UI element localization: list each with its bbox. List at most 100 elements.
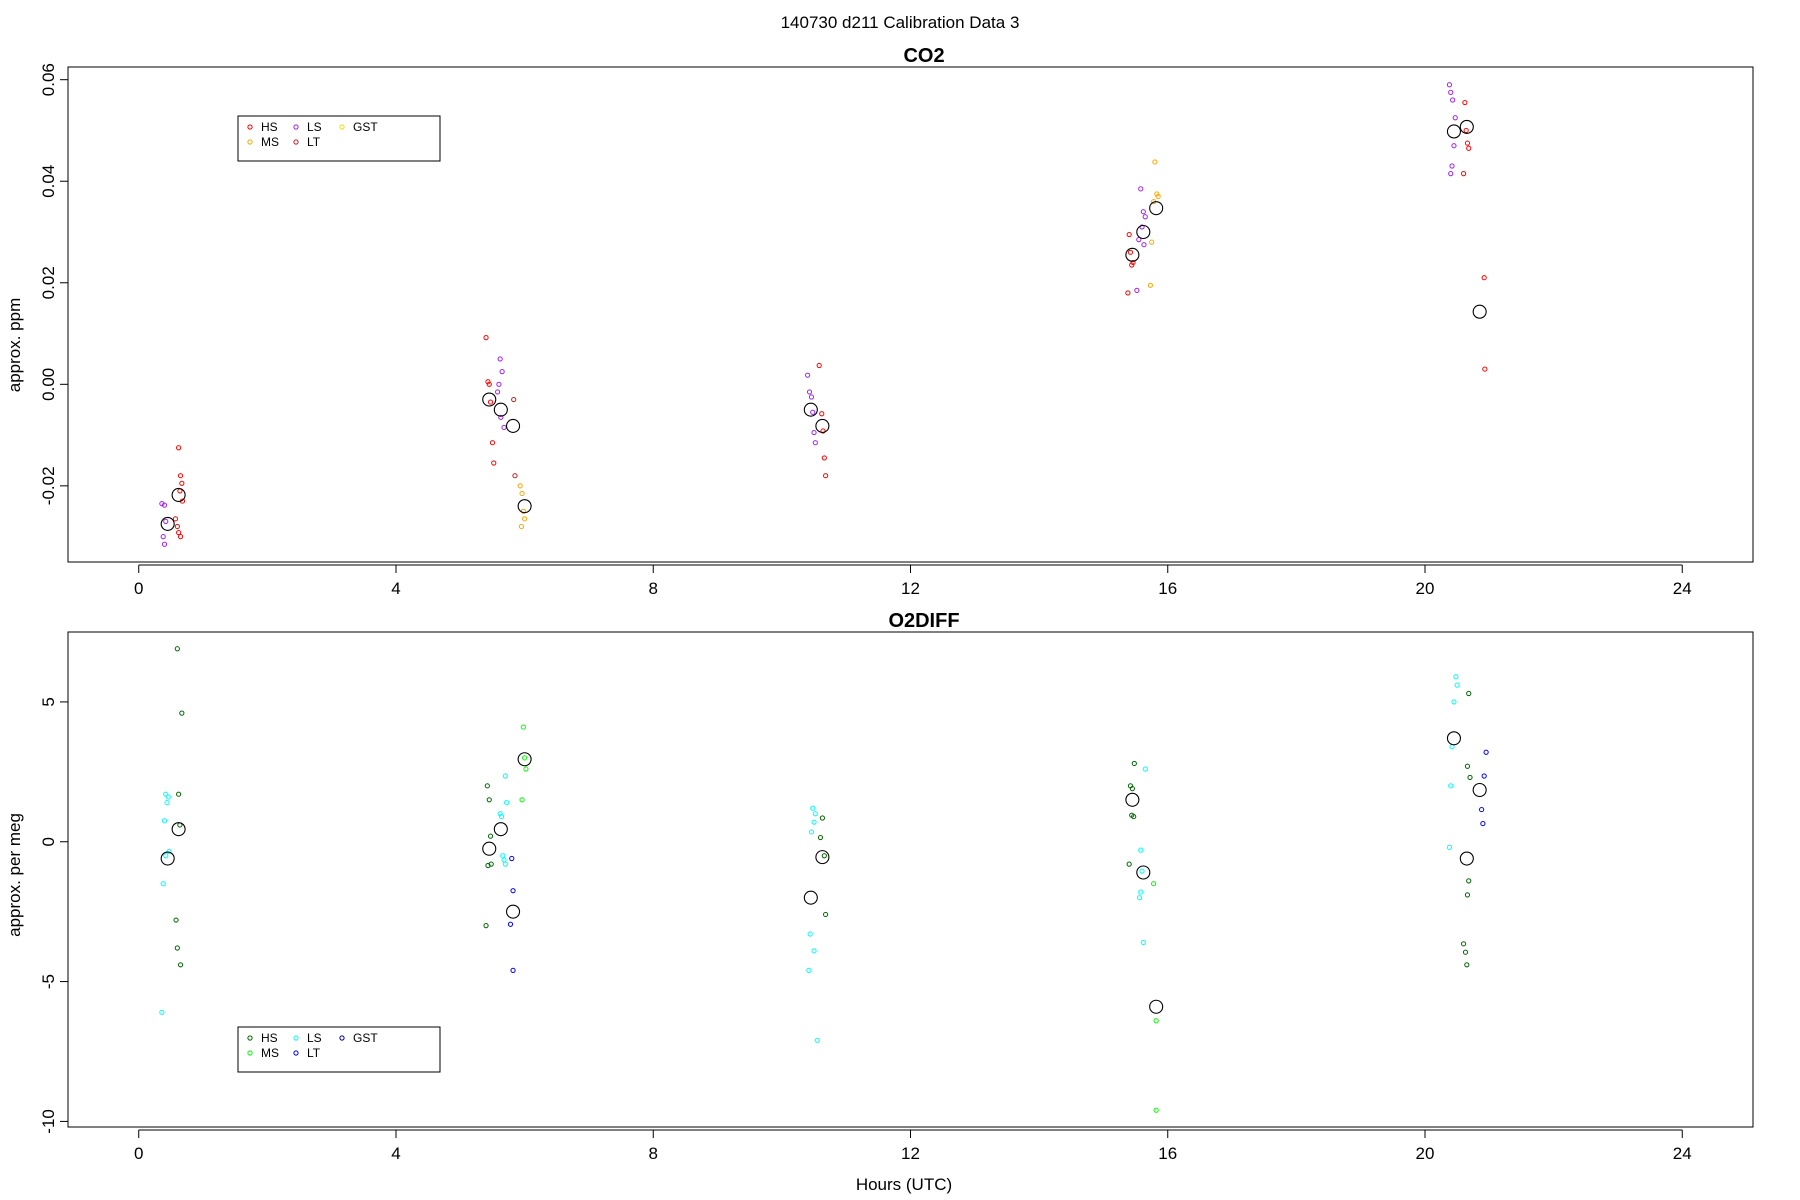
co2-points: [159, 82, 1488, 547]
co2-point-hs: [176, 529, 182, 536]
co2-means: [160, 119, 1487, 531]
co2-point-lt: [512, 473, 518, 479]
o2diff-point-hs: [1462, 949, 1469, 955]
o2diff-point-ls: [1453, 674, 1459, 680]
co2-y-tick-label: 0.02: [39, 266, 58, 299]
o2diff-x-tick-label: 24: [1673, 1144, 1692, 1163]
co2-x-tick-label: 4: [391, 579, 400, 598]
o2diff-point-hs: [1464, 763, 1471, 769]
o2diff-point-hs: [817, 834, 824, 841]
o2diff-means: [160, 731, 1487, 1014]
o2diff-mean-marker: [517, 752, 532, 767]
o2diff-point-hs: [176, 791, 182, 797]
o2diff-mean-marker: [1125, 792, 1140, 807]
o2diff-point-ms: [523, 766, 529, 772]
o2diff-mean-marker: [1136, 865, 1151, 880]
co2-mean-marker: [803, 402, 818, 417]
o2diff-point-ls: [1454, 682, 1460, 688]
co2-point-ls: [159, 501, 165, 507]
o2diff-x-tick-label: 4: [391, 1144, 400, 1163]
co2-point-hs: [483, 335, 489, 341]
co2-point-ls: [812, 440, 818, 446]
co2-x-tick-label: 12: [901, 579, 920, 598]
o2diff-x-tick-label: 16: [1158, 1144, 1177, 1163]
co2-point-ls: [501, 424, 507, 431]
o2diff-legend-label-ms: MS: [261, 1046, 279, 1060]
o2diff-point-ls: [1139, 868, 1145, 874]
co2-mean-marker: [1459, 119, 1474, 134]
o2diff-point-ls: [502, 861, 508, 867]
co2-mean-marker: [171, 487, 186, 503]
o2diff-point-ls: [1446, 844, 1453, 850]
o2diff-point-lt: [510, 967, 516, 973]
o2diff-point-hs: [1466, 878, 1472, 884]
o2diff-point-lt: [1480, 820, 1486, 827]
co2-legend-label-hs: HS: [261, 120, 278, 134]
o2diff-legend-marker-hs: [247, 1035, 253, 1041]
o2diff-mean-marker: [1446, 731, 1461, 746]
o2diff-point-hs: [173, 917, 179, 923]
co2-point-hs: [1462, 99, 1468, 106]
co2-point-ls: [1136, 237, 1142, 243]
o2diff-mean-marker: [1149, 999, 1164, 1014]
o2diff-point-lt: [510, 888, 516, 894]
o2diff-point-hs: [1466, 690, 1472, 697]
co2-point-hs: [1130, 259, 1136, 266]
co2-point-hs: [1481, 275, 1487, 281]
o2diff-mean-marker: [482, 841, 497, 856]
o2diff-panel: O2DIFF approx. per meg 0 4 8 12 16 20 24 -10 -5…: [5, 610, 1754, 1163]
o2diff-point-ls: [807, 931, 813, 937]
co2-point-ls: [810, 409, 816, 415]
co2-legend-box: [237, 115, 441, 162]
co2-legend-label-gst: GST: [353, 120, 378, 134]
o2diff-point-hs: [1464, 892, 1471, 898]
o2diff-point-ls: [1140, 939, 1146, 946]
co2-point-hs: [1460, 171, 1467, 177]
o2diff-point-ls: [808, 829, 815, 835]
co2-y-axis: -0.02 0.00 0.02 0.04 0.06: [39, 63, 69, 505]
o2diff-point-ls: [500, 853, 506, 859]
o2diff-x-tick-label: 20: [1416, 1144, 1435, 1163]
o2diff-point-hs: [1460, 941, 1467, 947]
co2-y-tick-label: 0.06: [39, 63, 58, 96]
co2-y-tick-label: 0.00: [39, 368, 58, 401]
co2-point-ms: [1149, 239, 1155, 245]
o2diff-point-hs: [1464, 962, 1470, 968]
co2-mean-marker: [1446, 124, 1461, 139]
co2-legend-label-ms: MS: [261, 135, 279, 149]
o2diff-y-axis: -10 -5 0 5: [39, 697, 69, 1134]
o2diff-x-tick-label: 12: [901, 1144, 920, 1163]
co2-point-hs: [1482, 366, 1488, 372]
co2-point-ls: [1448, 171, 1454, 177]
co2-point-ls: [1141, 242, 1147, 248]
co2-legend-marker-ls: [293, 124, 299, 130]
co2-panel: CO2 approx. ppm 0 4 8 12 16 20 24 -0.02 0.00 0.0…: [5, 45, 1754, 598]
o2diff-panel-title: O2DIFF: [888, 610, 959, 632]
o2diff-point-ls: [1138, 847, 1144, 853]
o2diff-mean-marker: [803, 890, 818, 905]
co2-y-axis-label: approx. ppm: [5, 298, 24, 393]
o2diff-mean-marker: [160, 851, 175, 866]
co2-x-tick-label: 16: [1158, 579, 1177, 598]
co2-point-hs: [1127, 249, 1134, 255]
o2diff-point-ms: [1153, 1107, 1159, 1113]
co2-point-hs: [486, 381, 492, 387]
co2-point-hs: [816, 362, 822, 369]
o2diff-mean-marker: [1472, 782, 1487, 798]
co2-point-ms: [1155, 193, 1161, 200]
o2diff-point-hs: [486, 797, 492, 803]
co2-point-hs: [823, 473, 829, 479]
o2diff-point-ls: [1451, 699, 1457, 705]
o2diff-point-ls: [812, 811, 818, 817]
co2-x-axis: 0 4 8 12 16 20 24: [134, 564, 1692, 598]
co2-point-ms: [522, 516, 528, 522]
o2diff-point-ls: [160, 881, 166, 887]
o2diff-y-tick-label: 5: [39, 697, 58, 706]
o2diff-point-ls: [1138, 889, 1144, 895]
co2-mean-marker: [493, 402, 508, 417]
co2-y-tick-label: 0.04: [39, 165, 58, 198]
co2-point-hs: [485, 379, 491, 385]
o2diff-point-ls: [1136, 895, 1143, 901]
